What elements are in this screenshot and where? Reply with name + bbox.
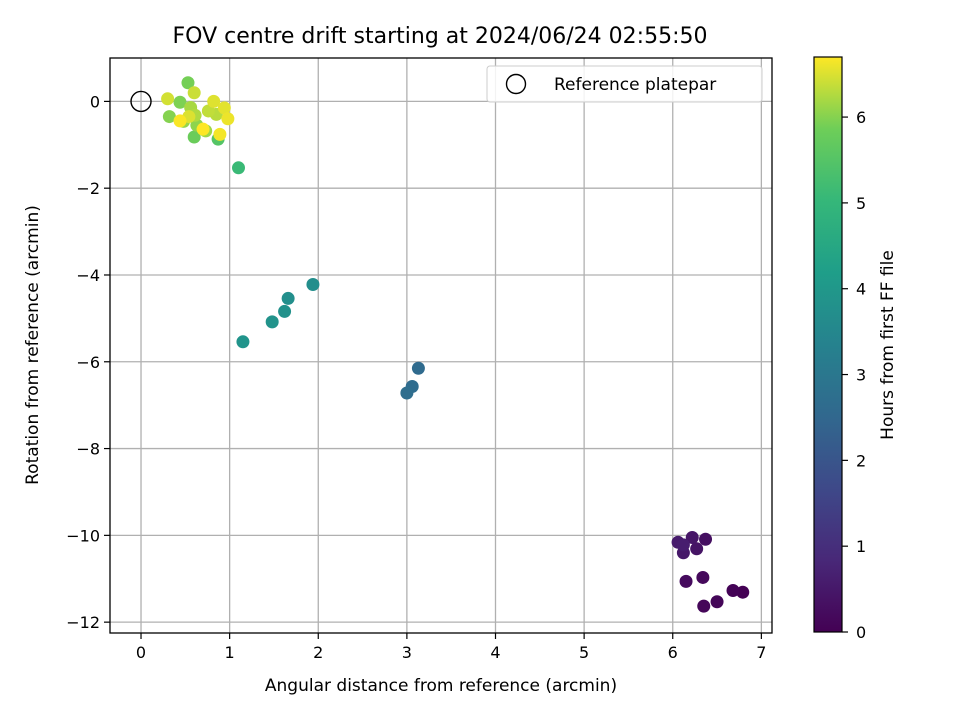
scatter-point [161,92,175,106]
y-tick-label: −6 [76,353,100,372]
scatter-point [699,532,713,546]
reference-platepar-marker [130,90,152,113]
reference-marker-layer [130,90,152,113]
scatter-point [736,585,750,599]
y-tick-label: −2 [76,179,100,198]
legend-label: Reference platepar [554,75,716,95]
scatter-points [161,76,750,613]
colorbar-ticks: 0 1 2 3 4 5 6 [842,108,866,642]
x-tick-label: 1 [225,643,235,662]
scatter-point [676,538,690,552]
legend-box [486,65,763,103]
scatter-point [278,304,292,318]
scatter-point [196,122,210,136]
scatter-point [162,110,176,124]
colorbar-tick-label: 2 [856,451,866,470]
colorbar-tick-label: 4 [856,280,866,299]
colorbar-tick-label: 0 [856,623,866,642]
legend-open-circle-icon [505,73,527,95]
x-axis-label: Angular distance from reference (arcmin) [265,676,617,696]
chart-title: FOV centre drift starting at 2024/06/24 … [173,24,708,49]
y-axis-ticks: 0 −2 −4 −6 −8 −10 −12 [66,92,110,632]
plot-frame [109,57,773,634]
colorbar: 0 1 2 3 4 5 6 Hours from first FF file [813,56,898,642]
scatter-point [696,570,710,584]
x-tick-label: 2 [313,643,323,662]
legend: Reference platepar [486,65,763,103]
x-tick-label: 5 [579,643,589,662]
scatter-point [236,335,250,349]
scatter-point [187,86,201,100]
scatter-point [306,278,320,292]
x-tick-label: 7 [756,643,766,662]
scatter-point [685,531,699,545]
scatter-point [697,599,711,613]
scatter-point [207,94,221,108]
scatter-point [217,101,231,115]
scatter-point [690,542,704,556]
grid [110,58,772,633]
scatter-point [232,161,246,175]
y-tick-label: −8 [76,440,100,459]
scatter-point [173,114,187,128]
scatter-point [213,127,227,141]
colorbar-gradient [814,57,842,632]
colorbar-frame [813,56,843,633]
scatter-point [710,595,724,609]
colorbar-tick-label: 1 [856,537,866,556]
colorbar-tick-label: 5 [856,194,866,213]
scatter-point [400,386,414,400]
colorbar-tick-label: 6 [856,108,866,127]
x-tick-label: 6 [668,643,678,662]
scatter-point [679,574,693,588]
x-axis-ticks: 0 1 2 3 4 5 6 7 [136,633,766,662]
x-tick-label: 4 [490,643,500,662]
scatter-point [181,76,195,90]
y-tick-label: −10 [66,526,100,545]
y-tick-label: 0 [90,92,100,111]
colorbar-tick-label: 3 [856,366,866,385]
y-axis-label: Rotation from reference (arcmin) [23,205,43,485]
x-tick-label: 0 [136,643,146,662]
scatter-point [726,583,740,597]
scatter-point [221,112,235,126]
scatter-point [173,95,187,109]
x-tick-label: 3 [402,643,412,662]
scatter-point [201,104,215,118]
scatter-point [265,315,279,329]
scatter-point [187,130,201,144]
y-tick-label: −12 [66,613,100,632]
scatter-point [411,361,425,375]
y-tick-label: −4 [76,266,100,285]
scatter-point [281,291,295,305]
colorbar-label: Hours from first FF file [878,250,898,440]
